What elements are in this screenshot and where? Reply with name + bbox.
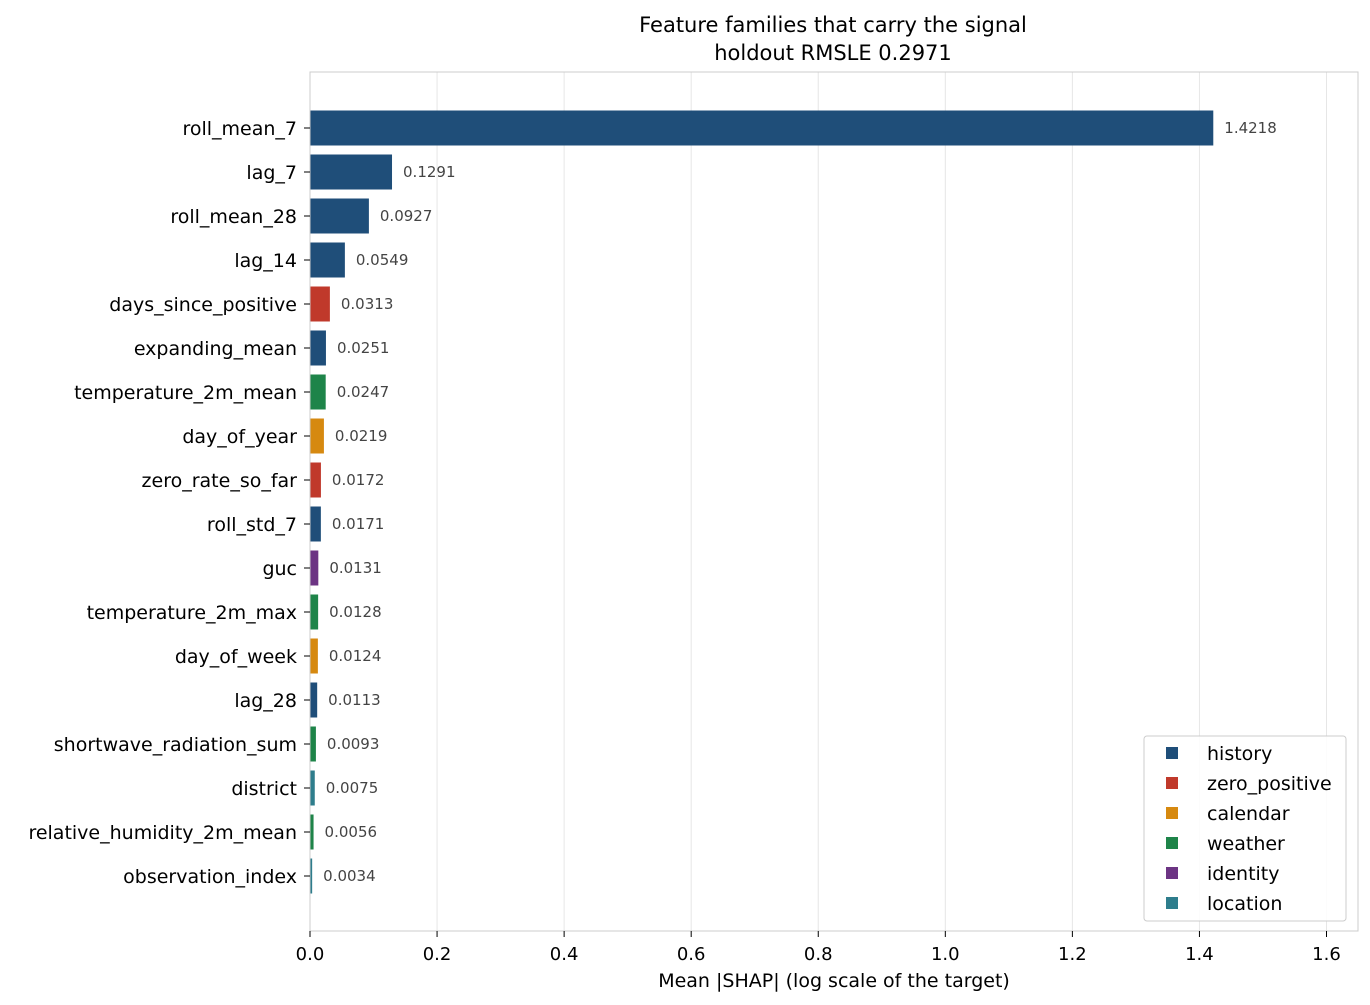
value-label: 0.0172 bbox=[332, 471, 385, 489]
value-label: 0.0093 bbox=[327, 735, 380, 753]
y-tick-label: relative_humidity_2m_mean bbox=[28, 822, 297, 844]
y-tick-label: days_since_positive bbox=[109, 294, 297, 316]
y-tick-label: day_of_week bbox=[175, 646, 297, 668]
y-tick-label: temperature_2m_max bbox=[87, 602, 297, 624]
value-label: 0.0075 bbox=[326, 779, 379, 797]
y-tick-label: lag_28 bbox=[234, 690, 297, 712]
y-tick-label: guc bbox=[262, 558, 297, 580]
legend-label: location bbox=[1207, 893, 1282, 915]
legend-swatch bbox=[1166, 747, 1178, 759]
x-axis: 0.0 0.2 0.4 0.6 0.8 1.0 1.2 1.4 1.6 bbox=[296, 931, 1341, 965]
y-tick-label: lag_14 bbox=[234, 250, 297, 272]
y-tick-label: lag_7 bbox=[246, 162, 297, 184]
value-label: 0.0219 bbox=[335, 427, 388, 445]
value-label: 0.0927 bbox=[380, 207, 433, 225]
bar bbox=[310, 242, 345, 278]
x-tick-label: 0.0 bbox=[296, 944, 325, 965]
value-label: 0.0113 bbox=[328, 691, 381, 709]
y-tick-label: observation_index bbox=[123, 866, 297, 888]
bar bbox=[310, 506, 321, 542]
legend-label: zero_positive bbox=[1207, 773, 1332, 795]
y-tick-label: roll_mean_7 bbox=[182, 118, 297, 140]
bar bbox=[310, 682, 318, 718]
chart-subtitle: holdout RMSLE 0.2971 bbox=[714, 41, 952, 65]
bar bbox=[310, 418, 324, 454]
bar bbox=[310, 770, 315, 806]
legend-swatch bbox=[1166, 837, 1178, 849]
x-axis-label: Mean |SHAP| (log scale of the target) bbox=[658, 970, 1010, 992]
x-tick-label: 0.6 bbox=[677, 944, 706, 965]
bar bbox=[310, 154, 393, 190]
x-tick-label: 1.4 bbox=[1185, 944, 1214, 965]
y-tick-label: district bbox=[231, 778, 297, 800]
value-label: 0.0247 bbox=[337, 383, 390, 401]
legend-label: history bbox=[1207, 743, 1272, 765]
bar bbox=[310, 330, 326, 366]
x-tick-label: 0.2 bbox=[423, 944, 452, 965]
value-label: 0.0549 bbox=[356, 251, 409, 269]
y-tick-label: expanding_mean bbox=[134, 338, 297, 360]
y-tick-label: shortwave_radiation_sum bbox=[54, 734, 297, 756]
bar bbox=[310, 462, 321, 498]
x-tick-label: 1.0 bbox=[931, 944, 960, 965]
plot-frame bbox=[309, 71, 1359, 932]
bar bbox=[310, 550, 319, 586]
x-tick-label: 1.6 bbox=[1312, 944, 1341, 965]
legend-label: calendar bbox=[1207, 803, 1290, 825]
value-label: 0.0128 bbox=[329, 603, 382, 621]
bar bbox=[310, 814, 314, 850]
bar bbox=[310, 638, 318, 674]
value-label: 0.0056 bbox=[325, 823, 378, 841]
value-label: 0.0034 bbox=[323, 867, 376, 885]
legend-swatch bbox=[1166, 867, 1178, 879]
x-tick-label: 0.4 bbox=[550, 944, 579, 965]
value-label: 0.0131 bbox=[329, 559, 382, 577]
y-tick-label: zero_rate_so_far bbox=[142, 470, 298, 492]
value-label: 0.0251 bbox=[337, 339, 390, 357]
bar bbox=[310, 374, 326, 410]
legend-swatch bbox=[1166, 897, 1178, 909]
value-label: 0.0171 bbox=[332, 515, 385, 533]
x-tick-label: 0.8 bbox=[804, 944, 833, 965]
bar bbox=[310, 110, 1214, 146]
y-tick-label: temperature_2m_mean bbox=[74, 382, 297, 404]
bar bbox=[310, 858, 313, 894]
bars: 1.4218 0.1291 0.0927 0.0549 0.0313 0.0251 0.02… bbox=[310, 110, 1277, 894]
value-label: 0.0124 bbox=[329, 647, 382, 665]
bar bbox=[310, 286, 330, 322]
legend-swatch bbox=[1166, 807, 1178, 819]
legend-label: weather bbox=[1207, 833, 1285, 855]
gridlines bbox=[309, 72, 1327, 931]
legend: history zero_positive calendar weather ident… bbox=[1143, 735, 1347, 922]
legend-frame bbox=[1143, 735, 1347, 922]
bar bbox=[310, 198, 369, 234]
chart-title: Feature families that carry the signal bbox=[639, 13, 1027, 37]
legend-label: identity bbox=[1207, 863, 1280, 885]
y-tick-label: roll_mean_28 bbox=[170, 206, 297, 228]
legend-swatch bbox=[1166, 777, 1178, 789]
bar bbox=[310, 726, 316, 762]
x-tick-label: 1.2 bbox=[1058, 944, 1087, 965]
y-tick-label: day_of_year bbox=[182, 426, 297, 448]
y-tick-label: roll_std_7 bbox=[207, 514, 297, 536]
bar bbox=[310, 594, 319, 630]
value-label: 0.0313 bbox=[341, 295, 394, 313]
value-label: 0.1291 bbox=[403, 163, 456, 181]
y-axis: roll_mean_7 lag_7 roll_mean_28 lag_14 days_s… bbox=[28, 118, 310, 888]
value-label: 1.4218 bbox=[1224, 119, 1277, 137]
